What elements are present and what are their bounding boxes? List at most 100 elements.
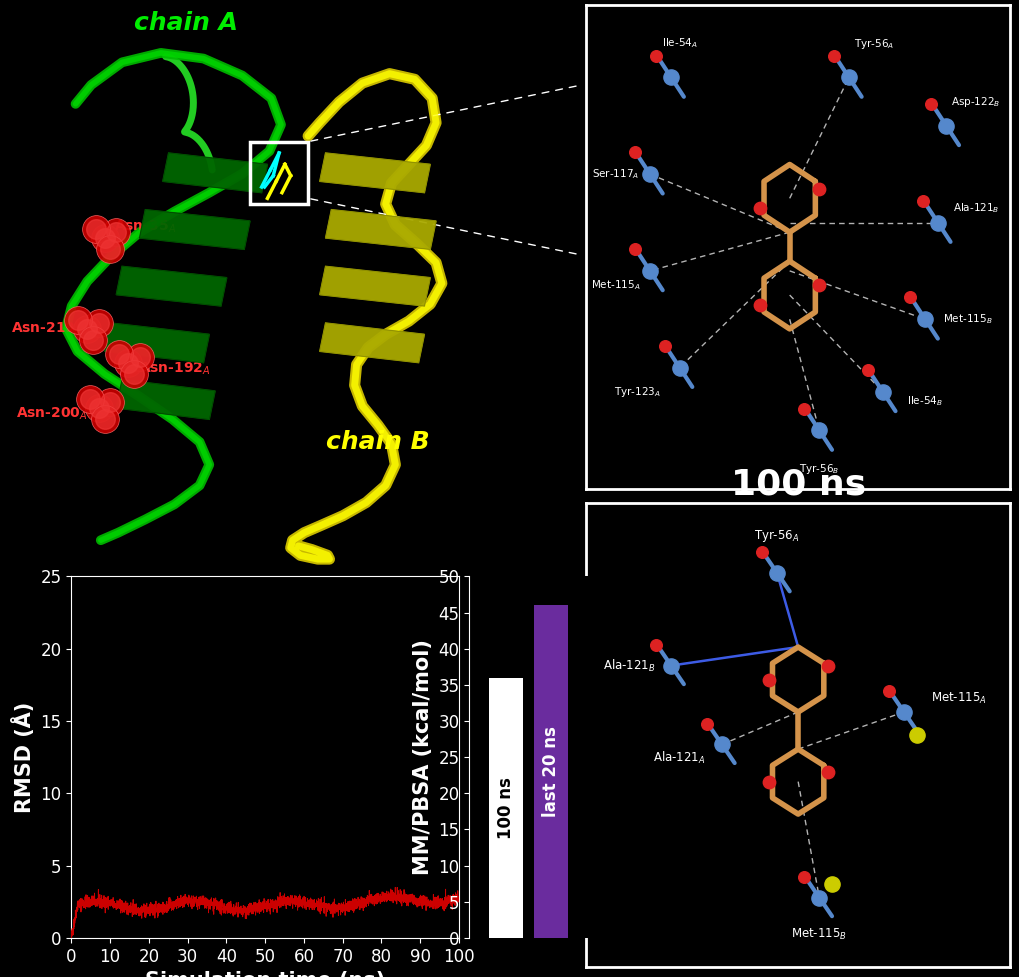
Text: Tyr-56$_B$: Tyr-56$_B$ bbox=[798, 462, 839, 476]
Polygon shape bbox=[325, 210, 436, 249]
Point bbox=[641, 166, 657, 182]
Polygon shape bbox=[163, 153, 267, 192]
Point bbox=[82, 392, 98, 407]
Polygon shape bbox=[320, 323, 424, 362]
Point bbox=[810, 423, 826, 439]
Point bbox=[751, 200, 767, 216]
Point bbox=[85, 332, 101, 348]
Point bbox=[825, 48, 842, 64]
Point bbox=[662, 658, 679, 673]
Point bbox=[125, 366, 142, 382]
Text: Met-115$_B$: Met-115$_B$ bbox=[791, 927, 847, 942]
Point bbox=[759, 774, 775, 789]
Text: Tyr-56$_A$: Tyr-56$_A$ bbox=[754, 528, 799, 543]
Text: Asp-122$_B$: Asp-122$_B$ bbox=[951, 95, 1000, 108]
Point bbox=[91, 401, 107, 416]
Text: Asn-200$_A$: Asn-200$_A$ bbox=[16, 405, 88, 422]
Y-axis label: RMSD (Å): RMSD (Å) bbox=[12, 701, 35, 813]
Point bbox=[698, 716, 714, 732]
Title: 0 ns: 0 ns bbox=[755, 0, 840, 4]
Text: Tyr-56$_A$: Tyr-56$_A$ bbox=[853, 36, 894, 51]
Point bbox=[819, 658, 836, 673]
Point bbox=[88, 222, 104, 237]
X-axis label: Simulation time (ns): Simulation time (ns) bbox=[145, 971, 385, 977]
Point bbox=[928, 215, 945, 231]
Bar bbox=[250, 142, 308, 204]
Point bbox=[97, 411, 113, 427]
Text: Ile-54$_B$: Ile-54$_B$ bbox=[906, 395, 943, 408]
Title: 100 ns: 100 ns bbox=[730, 468, 865, 502]
Point bbox=[796, 869, 812, 884]
Point bbox=[937, 118, 954, 134]
Point bbox=[97, 231, 113, 246]
Point bbox=[916, 312, 932, 327]
Point bbox=[91, 401, 107, 416]
Polygon shape bbox=[116, 380, 215, 419]
Point bbox=[874, 384, 891, 400]
Point bbox=[819, 764, 836, 780]
Polygon shape bbox=[105, 323, 209, 362]
Text: 100 ns: 100 ns bbox=[496, 777, 515, 838]
Point bbox=[131, 349, 148, 364]
Text: Asn-35$_A$: Asn-35$_A$ bbox=[114, 219, 176, 234]
Polygon shape bbox=[320, 267, 430, 306]
Point bbox=[111, 347, 127, 362]
Polygon shape bbox=[140, 210, 250, 249]
Point bbox=[70, 313, 87, 328]
Point bbox=[895, 704, 911, 720]
Text: Asn-192$_A$: Asn-192$_A$ bbox=[139, 361, 210, 376]
Point bbox=[627, 145, 643, 160]
Text: Ser-117$_A$: Ser-117$_A$ bbox=[592, 167, 639, 181]
Polygon shape bbox=[116, 267, 226, 306]
Point bbox=[627, 241, 643, 257]
Point bbox=[131, 349, 148, 364]
Point bbox=[768, 565, 785, 580]
Point bbox=[796, 401, 812, 416]
Point bbox=[713, 737, 730, 752]
Text: Ala-121$_A$: Ala-121$_A$ bbox=[653, 750, 705, 766]
Point bbox=[656, 338, 673, 354]
Text: Tyr-123$_A$: Tyr-123$_A$ bbox=[613, 385, 660, 399]
Point bbox=[922, 96, 938, 111]
Text: Ile-54$_A$: Ile-54$_A$ bbox=[661, 37, 697, 51]
Point bbox=[91, 316, 107, 331]
Point bbox=[810, 181, 826, 196]
Point bbox=[88, 222, 104, 237]
Text: last 20 ns: last 20 ns bbox=[542, 726, 559, 817]
Point bbox=[108, 225, 124, 240]
Point bbox=[78, 320, 96, 336]
Point bbox=[901, 289, 917, 305]
Point bbox=[914, 192, 930, 208]
Y-axis label: MM/PBSA (kcal/mol): MM/PBSA (kcal/mol) bbox=[413, 639, 432, 875]
Point bbox=[753, 544, 769, 560]
Point bbox=[85, 332, 101, 348]
Point bbox=[111, 347, 127, 362]
Point bbox=[78, 320, 96, 336]
Point bbox=[91, 316, 107, 331]
Text: Met-115$_A$: Met-115$_A$ bbox=[930, 691, 986, 705]
Text: chain A: chain A bbox=[133, 11, 237, 34]
Text: chain B: chain B bbox=[326, 430, 429, 454]
Text: Met-115$_B$: Met-115$_B$ bbox=[942, 313, 991, 326]
Point bbox=[102, 395, 118, 410]
Point bbox=[108, 225, 124, 240]
Point bbox=[70, 313, 87, 328]
Text: Ala-121$_B$: Ala-121$_B$ bbox=[952, 201, 999, 215]
Point bbox=[97, 231, 113, 246]
Point bbox=[647, 637, 663, 653]
Point bbox=[859, 362, 875, 378]
Text: Met-115$_A$: Met-115$_A$ bbox=[591, 278, 640, 292]
Point bbox=[810, 277, 826, 293]
Point bbox=[102, 395, 118, 410]
Point bbox=[102, 241, 118, 257]
Point bbox=[662, 69, 679, 85]
Point bbox=[102, 241, 118, 257]
Point bbox=[823, 875, 840, 891]
Point bbox=[119, 355, 136, 370]
Point bbox=[647, 48, 663, 64]
Bar bbox=[488, 678, 523, 938]
Point bbox=[125, 366, 142, 382]
Point bbox=[908, 727, 924, 743]
Point bbox=[119, 355, 136, 370]
Point bbox=[751, 297, 767, 313]
